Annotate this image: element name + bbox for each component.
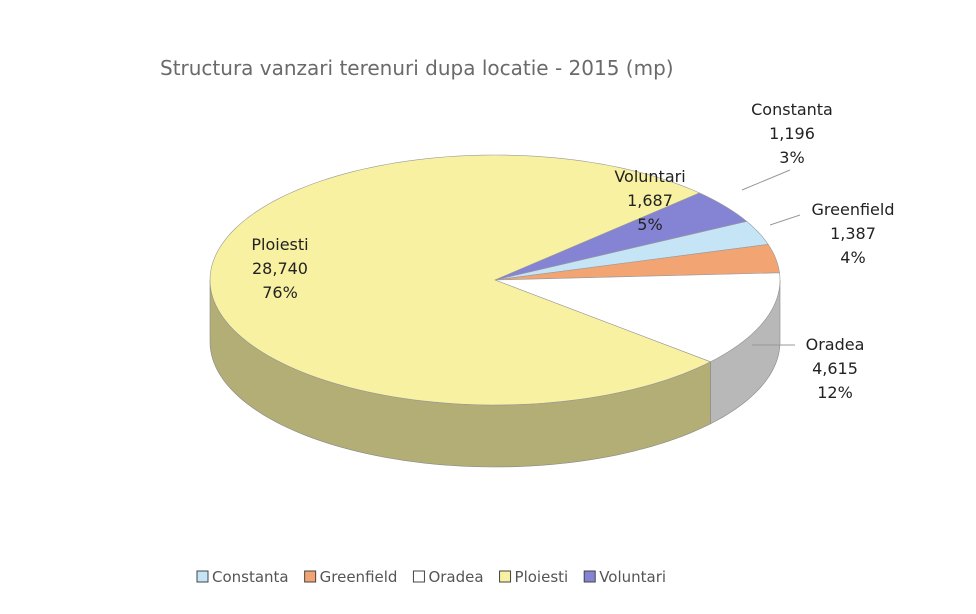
slice bbox=[494, 244, 780, 281]
legend-label: Greenfield bbox=[320, 568, 398, 586]
leader-line bbox=[769, 214, 801, 226]
label-name: Greenfield bbox=[812, 200, 895, 219]
label-name: Ploiesti bbox=[251, 235, 308, 254]
label-percent: 3% bbox=[779, 148, 804, 167]
label-name: Constanta bbox=[751, 100, 833, 119]
label-value: 4,615 bbox=[812, 359, 858, 378]
chart-title: Structura vanzari terenuri dupa locatie … bbox=[160, 56, 674, 80]
legend-swatch bbox=[304, 570, 317, 583]
data-label: Voluntari 1,687 5% bbox=[614, 167, 685, 234]
legend-label: Constanta bbox=[212, 568, 289, 586]
label-percent: 76% bbox=[262, 283, 298, 302]
leader-line bbox=[741, 169, 791, 191]
label-percent: 12% bbox=[817, 383, 853, 402]
data-label: Greenfield 1,387 4% bbox=[812, 200, 895, 267]
label-value: 28,740 bbox=[252, 259, 308, 278]
label-name: Oradea bbox=[806, 335, 865, 354]
legend: Constanta Greenfield Oradea Ploiesti Volunta… bbox=[196, 568, 666, 586]
legend-swatch bbox=[412, 570, 425, 583]
legend-swatch bbox=[196, 570, 209, 583]
label-percent: 5% bbox=[637, 215, 662, 234]
legend-swatch bbox=[583, 570, 596, 583]
label-percent: 4% bbox=[840, 248, 865, 267]
label-value: 1,387 bbox=[830, 224, 876, 243]
data-label: Ploiesti 28,740 76% bbox=[251, 235, 308, 302]
slice bbox=[209, 154, 712, 406]
label-value: 1,196 bbox=[769, 124, 815, 143]
data-label: Oradea 4,615 12% bbox=[806, 335, 865, 402]
label-name: Voluntari bbox=[614, 167, 685, 186]
data-label: Constanta 1,196 3% bbox=[751, 100, 833, 167]
slice bbox=[494, 192, 748, 281]
slice bbox=[494, 272, 781, 363]
legend-label: Oradea bbox=[428, 568, 483, 586]
legend-swatch bbox=[499, 570, 512, 583]
legend-label: Voluntari bbox=[599, 568, 666, 586]
legend-label: Ploiesti bbox=[515, 568, 569, 586]
slice bbox=[494, 220, 769, 281]
label-value: 1,687 bbox=[627, 191, 673, 210]
